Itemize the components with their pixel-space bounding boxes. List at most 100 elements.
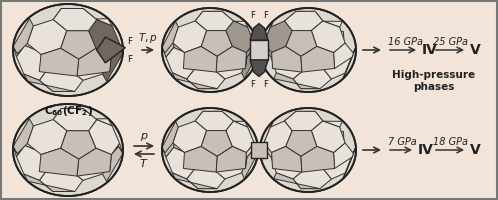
- Polygon shape: [251, 142, 267, 158]
- Polygon shape: [260, 32, 282, 57]
- Text: F: F: [250, 11, 255, 20]
- Polygon shape: [174, 128, 204, 154]
- Polygon shape: [40, 41, 75, 69]
- Polygon shape: [334, 43, 356, 68]
- Polygon shape: [264, 21, 292, 53]
- Polygon shape: [53, 9, 97, 31]
- Text: $p$: $p$: [140, 131, 148, 143]
- Polygon shape: [299, 44, 330, 69]
- Ellipse shape: [162, 8, 258, 92]
- Polygon shape: [216, 146, 247, 172]
- Text: phases: phases: [413, 82, 455, 92]
- Polygon shape: [293, 169, 332, 189]
- Polygon shape: [13, 19, 33, 54]
- Text: F: F: [250, 80, 255, 89]
- Polygon shape: [203, 28, 237, 54]
- Polygon shape: [311, 21, 345, 53]
- Text: F: F: [263, 80, 268, 89]
- Polygon shape: [246, 43, 258, 68]
- Text: $T, p$: $T, p$: [138, 31, 158, 45]
- Polygon shape: [195, 11, 248, 27]
- Text: 25 GPa: 25 GPa: [433, 37, 468, 47]
- Polygon shape: [281, 28, 315, 54]
- Polygon shape: [273, 73, 320, 89]
- Polygon shape: [250, 40, 268, 60]
- Polygon shape: [213, 147, 247, 179]
- Polygon shape: [24, 74, 75, 91]
- Text: F: F: [263, 11, 268, 20]
- Polygon shape: [273, 173, 320, 189]
- Polygon shape: [166, 47, 194, 79]
- Polygon shape: [162, 21, 178, 53]
- Polygon shape: [89, 20, 120, 55]
- Polygon shape: [69, 145, 109, 180]
- Text: F: F: [127, 54, 132, 64]
- Text: IV: IV: [418, 143, 434, 157]
- Polygon shape: [61, 31, 96, 59]
- Polygon shape: [226, 21, 254, 53]
- Polygon shape: [324, 147, 352, 179]
- Text: F: F: [127, 36, 132, 46]
- Polygon shape: [299, 144, 330, 169]
- Polygon shape: [162, 132, 175, 157]
- Polygon shape: [13, 119, 33, 154]
- Polygon shape: [77, 48, 112, 76]
- Polygon shape: [39, 148, 79, 176]
- Ellipse shape: [260, 108, 356, 192]
- Polygon shape: [242, 47, 258, 79]
- Polygon shape: [314, 28, 345, 54]
- Polygon shape: [103, 46, 123, 81]
- Polygon shape: [172, 73, 217, 89]
- Polygon shape: [183, 146, 217, 172]
- Polygon shape: [284, 111, 323, 131]
- Text: 18 GPa: 18 GPa: [433, 137, 468, 147]
- Polygon shape: [109, 143, 123, 172]
- Polygon shape: [246, 143, 258, 168]
- Polygon shape: [286, 131, 317, 156]
- Polygon shape: [260, 121, 273, 153]
- Polygon shape: [109, 43, 123, 72]
- Polygon shape: [24, 124, 59, 152]
- Polygon shape: [103, 146, 123, 181]
- Polygon shape: [301, 146, 335, 172]
- Polygon shape: [57, 124, 97, 152]
- Polygon shape: [271, 147, 305, 179]
- Polygon shape: [195, 111, 234, 131]
- Polygon shape: [53, 109, 112, 126]
- Polygon shape: [284, 11, 343, 27]
- Polygon shape: [213, 47, 247, 79]
- Polygon shape: [16, 45, 47, 80]
- Polygon shape: [324, 47, 352, 79]
- Polygon shape: [166, 147, 194, 179]
- Ellipse shape: [13, 4, 123, 96]
- Polygon shape: [216, 46, 247, 72]
- Polygon shape: [203, 128, 237, 154]
- Text: 16 GPa: 16 GPa: [388, 37, 423, 47]
- Polygon shape: [89, 120, 120, 155]
- Polygon shape: [61, 131, 96, 159]
- Text: $\mathbf{C_{60}(CF_2)}$: $\mathbf{C_{60}(CF_2)}$: [43, 104, 93, 118]
- Polygon shape: [162, 32, 175, 57]
- Polygon shape: [183, 46, 217, 72]
- Polygon shape: [24, 24, 59, 52]
- Ellipse shape: [162, 108, 258, 192]
- Polygon shape: [286, 31, 317, 56]
- Polygon shape: [173, 21, 207, 53]
- Polygon shape: [284, 111, 343, 127]
- Polygon shape: [250, 60, 268, 76]
- Polygon shape: [260, 21, 273, 53]
- Polygon shape: [39, 69, 83, 91]
- Polygon shape: [201, 31, 232, 56]
- Polygon shape: [334, 143, 356, 168]
- Text: High-pressure: High-pressure: [392, 70, 476, 80]
- Polygon shape: [271, 146, 302, 172]
- Polygon shape: [281, 128, 315, 154]
- Polygon shape: [187, 69, 225, 89]
- Polygon shape: [264, 121, 292, 153]
- Text: IV: IV: [422, 43, 438, 57]
- Polygon shape: [13, 28, 26, 57]
- Polygon shape: [187, 169, 225, 189]
- Polygon shape: [27, 120, 67, 155]
- Polygon shape: [53, 109, 97, 131]
- Text: $T$: $T$: [139, 157, 149, 169]
